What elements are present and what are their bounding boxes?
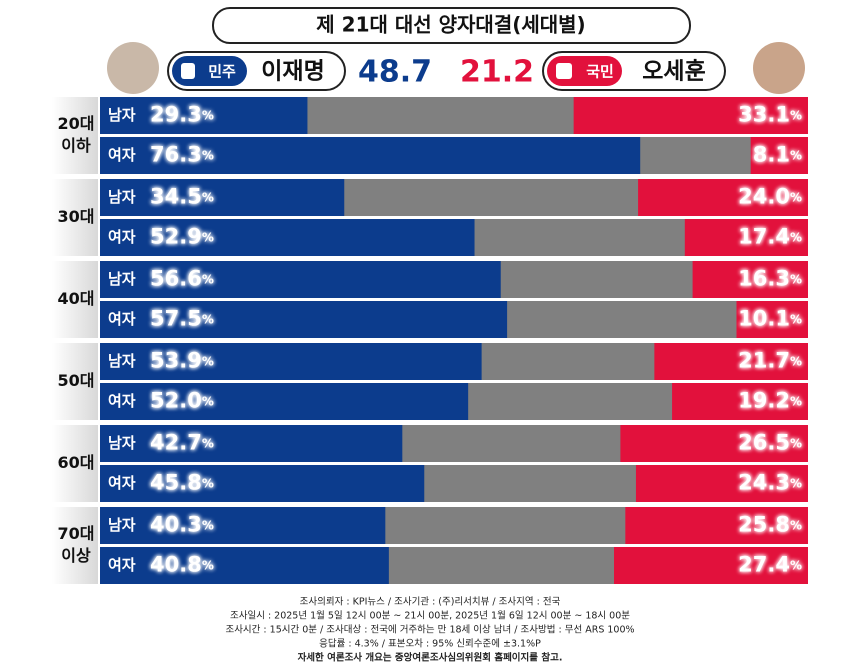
age-label: 30대: [58, 207, 95, 226]
age-box: [52, 179, 98, 256]
value-label: 16.3%: [738, 267, 802, 291]
bar: [638, 179, 808, 216]
age-label: 20대: [58, 114, 95, 133]
footnote: 조사시간 : 15시간 0분 / 조사대상 : 전국에 거주하는 만 18세 이…: [225, 624, 634, 636]
bar: [654, 343, 808, 380]
total-right: 21.2: [460, 55, 534, 90]
footnote: 응답률 : 4.3% / 표본오차 : 95% 신뢰수준에 ±3.1%P: [319, 638, 541, 650]
footnote: 자세한 여론조사 개요는 중앙여론조사심의위원회 홈페이지를 참고.: [298, 652, 563, 664]
row-label: 여자: [108, 146, 136, 164]
value-label: 25.8%: [738, 513, 802, 537]
total-left: 48.7: [358, 55, 432, 90]
row-label: 여자: [108, 310, 136, 328]
row-label: 남자: [108, 352, 136, 370]
bar: [100, 179, 345, 216]
row-label: 남자: [108, 188, 136, 206]
party-name: 민주: [208, 63, 236, 81]
bar: [692, 261, 808, 298]
row-label: 여자: [108, 556, 136, 574]
title-pill: [212, 7, 691, 44]
bar: [100, 547, 389, 584]
bar: [100, 383, 469, 420]
value-label: 17.4%: [738, 225, 802, 249]
bar: [100, 97, 308, 134]
value-label: 24.0%: [738, 185, 802, 209]
value-label: 76.3%: [150, 143, 214, 167]
bar: [625, 507, 808, 544]
value-label: 8.1%: [753, 143, 802, 167]
value-label: 27.4%: [738, 553, 802, 577]
bar: [620, 425, 808, 462]
age-label: 60대: [58, 453, 95, 472]
value-label: 19.2%: [738, 389, 802, 413]
bar: [672, 383, 808, 420]
chart-title: 제 21대 대선 양자대결(세대별): [316, 13, 585, 37]
age-box: [52, 261, 98, 338]
row-label: 여자: [108, 228, 136, 246]
bar: [635, 465, 808, 502]
bar: [684, 219, 808, 256]
footnote: 조사의뢰자 : KPI뉴스 / 조사기관 : (주)리서치뷰 / 조사지역 : …: [300, 596, 561, 608]
value-label: 53.9%: [150, 349, 214, 373]
party-name: 국민: [586, 63, 614, 81]
value-label: 45.8%: [150, 471, 214, 495]
value-label: 52.9%: [150, 225, 214, 249]
party-icon: [181, 63, 195, 79]
age-box: [52, 507, 98, 584]
value-label: 52.0%: [150, 389, 214, 413]
row-label: 여자: [108, 474, 136, 492]
value-label: 40.3%: [150, 513, 214, 537]
bar: [100, 261, 501, 298]
age-label: 70대: [58, 524, 95, 543]
value-label: 21.7%: [738, 349, 802, 373]
value-label: 29.3%: [150, 103, 214, 127]
row-label: 남자: [108, 270, 136, 288]
age-label: 40대: [58, 289, 95, 308]
bar: [100, 137, 641, 174]
value-label: 24.3%: [738, 471, 802, 495]
party-icon: [556, 63, 572, 79]
bar: [100, 507, 386, 544]
value-label: 40.8%: [150, 553, 214, 577]
value-label: 34.5%: [150, 185, 214, 209]
candidate-name: 오세훈: [642, 59, 705, 85]
age-label: 이하: [61, 136, 91, 155]
age-box: [52, 425, 98, 502]
age-label: 이상: [61, 546, 91, 565]
bar: [573, 97, 808, 134]
age-box: [52, 97, 98, 174]
row-label: 여자: [108, 392, 136, 410]
footnote: 조사일시 : 2025년 1월 5일 12시 00분 ~ 21시 00분, 20…: [230, 610, 630, 622]
age-box: [52, 343, 98, 420]
row-label: 남자: [108, 106, 136, 124]
bar: [100, 301, 508, 338]
bar: [736, 301, 808, 338]
bar: [614, 547, 808, 584]
photo-left: [107, 42, 159, 94]
value-label: 57.5%: [150, 307, 214, 331]
candidate-name: 이재명: [261, 59, 324, 85]
value-label: 10.1%: [738, 307, 802, 331]
bar: [100, 465, 425, 502]
row-label: 남자: [108, 516, 136, 534]
value-label: 26.5%: [738, 431, 802, 455]
age-label: 50대: [58, 371, 95, 390]
value-label: 42.7%: [150, 431, 214, 455]
photo-right: [753, 42, 805, 94]
row-label: 남자: [108, 434, 136, 452]
bar: [750, 137, 808, 174]
value-label: 33.1%: [738, 103, 802, 127]
value-label: 56.6%: [150, 267, 214, 291]
bar: [100, 343, 482, 380]
bar: [100, 219, 475, 256]
bar: [100, 425, 403, 462]
